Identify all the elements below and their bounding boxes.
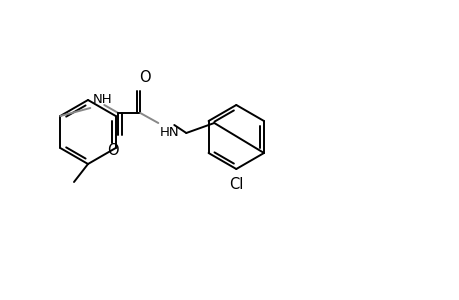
Text: NH: NH: [92, 93, 112, 106]
Text: O: O: [107, 143, 119, 158]
Text: Cl: Cl: [229, 177, 243, 192]
Text: O: O: [139, 70, 151, 85]
Text: HN: HN: [159, 126, 179, 139]
